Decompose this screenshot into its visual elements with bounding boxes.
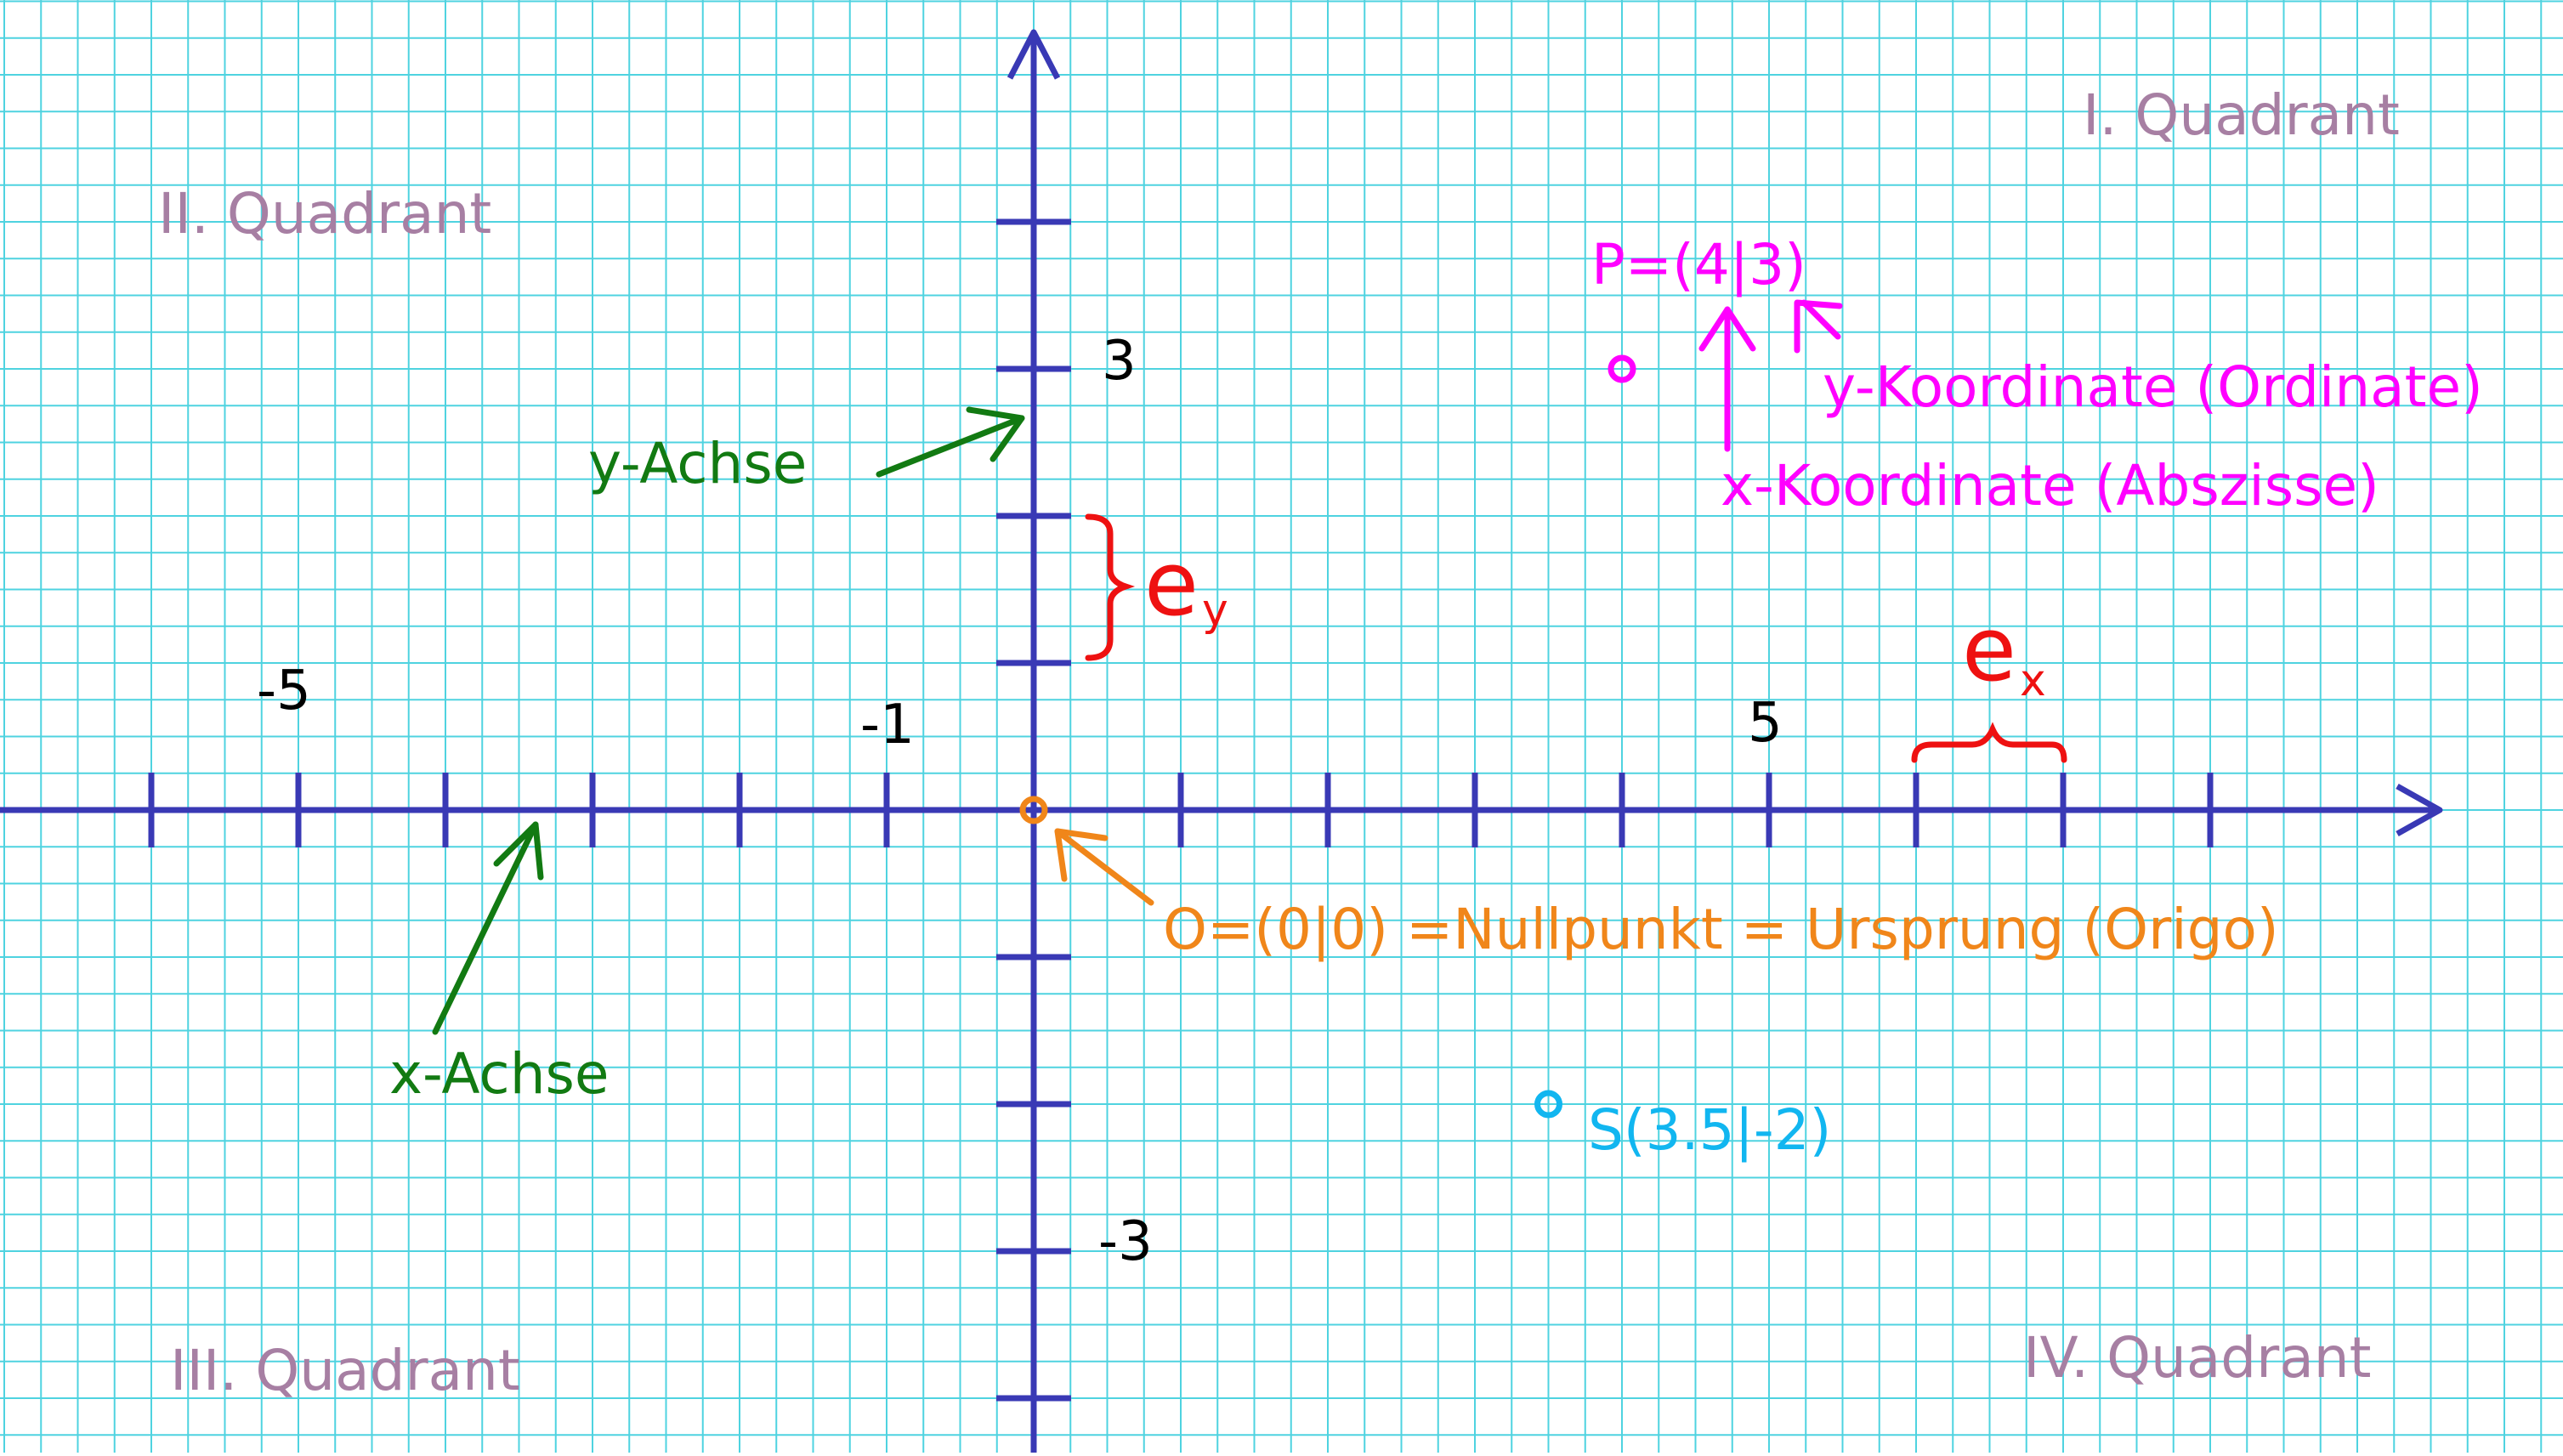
tick-label-y-3: 3: [1102, 330, 1137, 393]
y-axis: [1006, 29, 1061, 1453]
x-coordinate-annotation: x-Koordinate (Abszisse): [1721, 453, 2379, 518]
x-axis: [0, 783, 2443, 837]
quadrant-3-label: III. Quadrant: [170, 1338, 520, 1403]
origin-pointer-arrow: [1054, 828, 1154, 906]
unit-x-label: ex: [1962, 598, 2046, 706]
x-axis-arrowhead: [2396, 783, 2443, 837]
origin-marker: [1019, 796, 1048, 824]
origin-label: O=(0|0) =Nullpunkt = Ursprung (Origo): [1163, 897, 2279, 962]
quadrant-1-label: I. Quadrant: [2083, 82, 2400, 148]
quadrant-2-label: II. Quadrant: [158, 181, 491, 246]
tick-label-x-neg5: -5: [257, 660, 311, 722]
x-axis-ticks: [148, 773, 2214, 847]
unit-x-brace: [1911, 722, 2067, 763]
tick-label-y-neg3: -3: [1098, 1210, 1153, 1273]
y-coordinate-annotation: y-Koordinate (Ordinate): [1823, 354, 2483, 420]
x-axis-label: x-Achse: [389, 1041, 610, 1107]
point-s-marker: [1534, 1090, 1562, 1119]
y-axis-label: y-Achse: [588, 431, 807, 496]
y-axis-arrowhead: [1006, 29, 1061, 80]
unit-y-brace: [1085, 513, 1136, 661]
tick-label-x-neg1: -1: [860, 694, 915, 756]
unit-y-label: ey: [1144, 532, 1228, 636]
y-axis-ticks: [996, 218, 1071, 1402]
tick-label-x-5: 5: [1748, 692, 1783, 755]
y-axis-pointer-arrow: [876, 406, 1025, 478]
point-p-label: P=(4|3): [1591, 232, 1806, 297]
point-s-label: S(3.5|-2): [1588, 1097, 1831, 1163]
x-coordinate-pointer-arrow: [1698, 306, 1756, 452]
quadrant-4-label: IV. Quadrant: [2023, 1325, 2371, 1391]
y-coordinate-pointer-arrow: [1794, 299, 1843, 354]
x-axis-pointer-arrow: [432, 821, 544, 1035]
point-p-marker: [1608, 354, 1636, 383]
